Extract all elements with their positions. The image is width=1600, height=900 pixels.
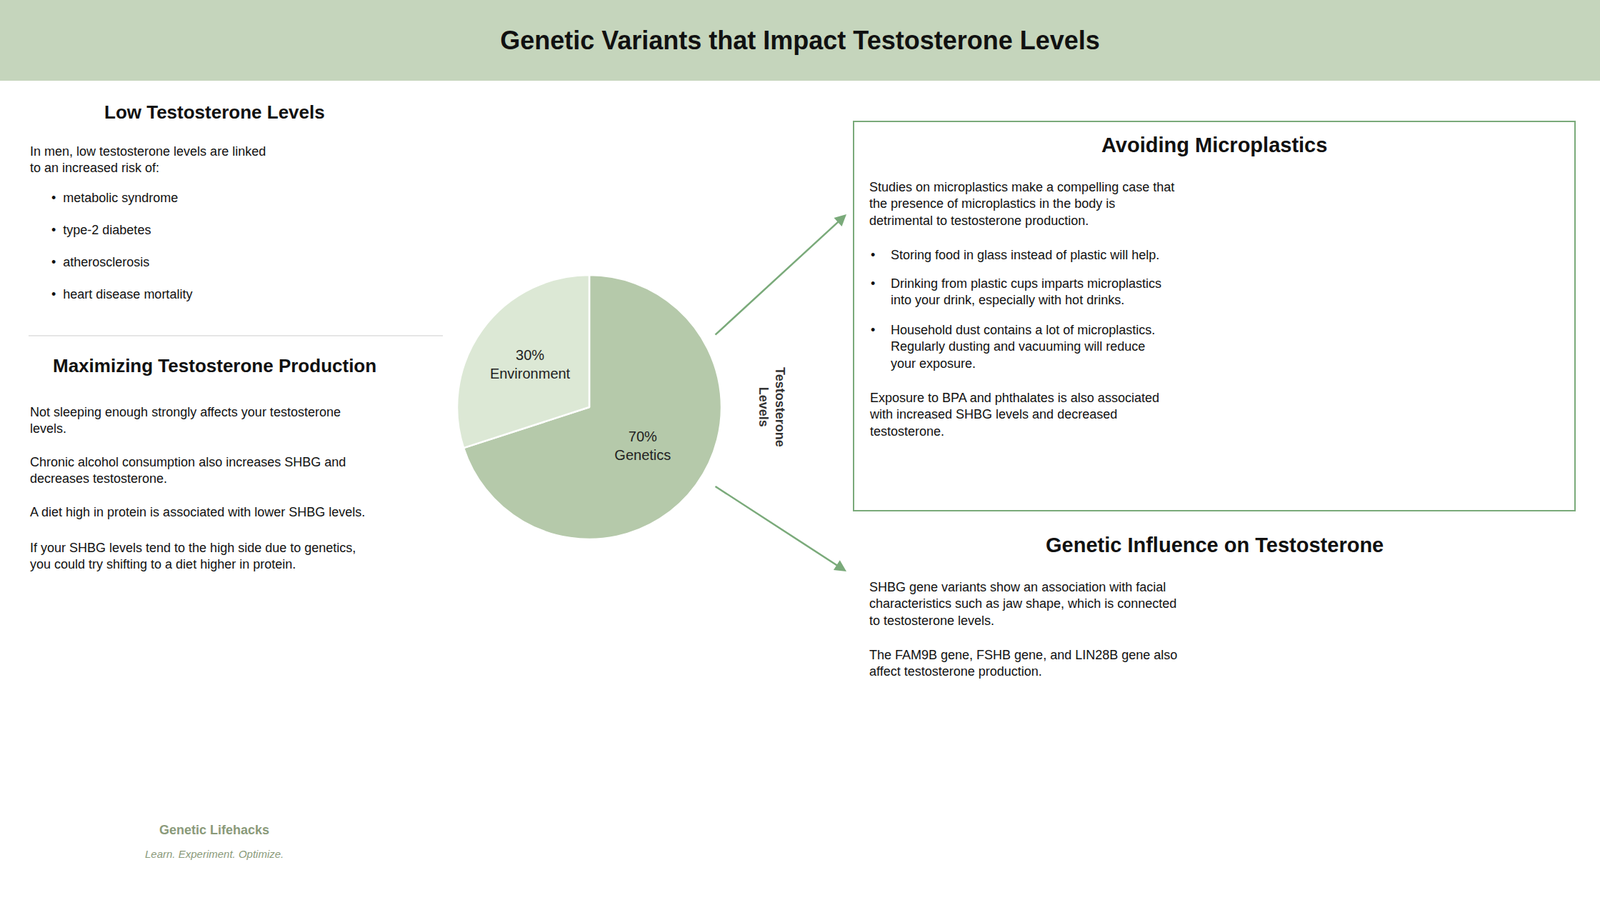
svg-text:• metabolic syndrome: • metabolic syndrome	[51, 190, 178, 205]
svg-text:If your SHBG levels tend to th: If your SHBG levels tend to the high sid…	[30, 540, 356, 572]
svg-text:Chronic alcohol consumption al: Chronic alcohol consumption also increas…	[30, 455, 346, 486]
svg-text:SHBG gene variants show an ass: SHBG gene variants show an association w…	[869, 580, 1177, 628]
svg-text:Genetic Influence on Testoster: Genetic Influence on Testosterone	[1045, 533, 1384, 557]
svg-text:30%Environment: 30%Environment	[490, 347, 571, 382]
svg-text:Drinking from plastic cups imp: Drinking from plastic cups imparts micro…	[890, 276, 1162, 308]
svg-text:A diet high in protein is asso: A diet high in protein is associated wit…	[30, 505, 365, 520]
svg-text:TestosteroneLevels: TestosteroneLevels	[756, 367, 788, 448]
svg-text:• heart disease mortality: • heart disease mortality	[51, 287, 193, 302]
svg-text:Maximizing Testosterone Produc: Maximizing Testosterone Production	[52, 355, 377, 377]
svg-text:Storing food in glass instead: Storing food in glass instead of plastic…	[890, 247, 1160, 263]
svg-text:• type-2 diabetes: • type-2 diabetes	[51, 222, 151, 238]
svg-text:•: •	[870, 276, 875, 291]
svg-text:The FAM9B gene, FSHB gene, and: The FAM9B gene, FSHB gene, and LIN28B ge…	[869, 647, 1178, 679]
svg-text:•: •	[870, 247, 875, 263]
svg-text:• atherosclerosis: • atherosclerosis	[51, 255, 150, 270]
svg-text:•: •	[870, 322, 875, 338]
svg-text:Learn. Experiment. Optimize.: Learn. Experiment. Optimize.	[145, 847, 284, 860]
svg-text:Low Testosterone Levels: Low Testosterone Levels	[104, 101, 325, 123]
svg-text:Genetic Variants that Impact T: Genetic Variants that Impact Testosteron…	[500, 25, 1100, 55]
svg-text:In men, low testosterone level: In men, low testosterone levels are link…	[30, 144, 266, 175]
svg-text:Household dust contains a lot: Household dust contains a lot of micropl…	[890, 322, 1155, 371]
svg-text:70%Genetics: 70%Genetics	[614, 428, 671, 463]
svg-text:Genetic Lifehacks: Genetic Lifehacks	[159, 822, 270, 838]
svg-text:Exposure to BPA and phthalates: Exposure to BPA and phthalates is also a…	[869, 390, 1160, 439]
svg-text:Avoiding Microplastics: Avoiding Microplastics	[1101, 133, 1328, 157]
svg-text:Not sleeping enough strongly a: Not sleeping enough strongly affects you…	[30, 405, 341, 436]
svg-text:Studies on microplastics make: Studies on microplastics make a compelli…	[869, 180, 1175, 228]
